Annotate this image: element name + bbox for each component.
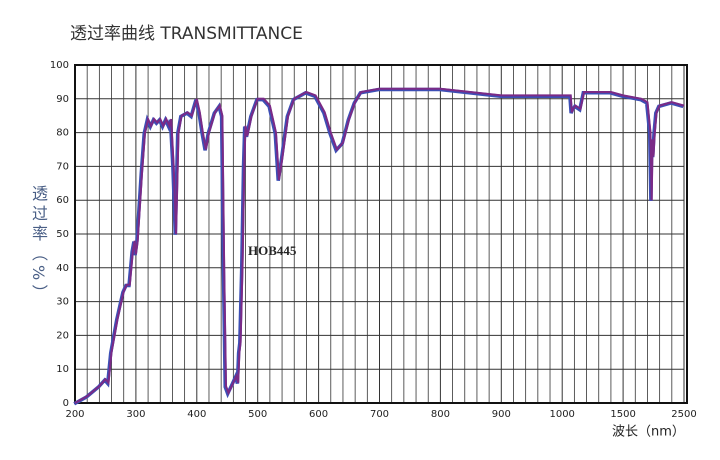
x-tick-label: 300 — [126, 409, 145, 420]
line-shadow — [73, 87, 684, 406]
x-tick-label: 800 — [431, 409, 450, 420]
y-axis-label: 透过率（%） — [29, 185, 48, 305]
x-tick-label: 900 — [492, 409, 511, 420]
x-tick-label: 400 — [187, 409, 206, 420]
y-tick-label: 90 — [56, 94, 69, 105]
y-tick-label: 10 — [56, 364, 69, 375]
y-tick-label: 40 — [56, 263, 69, 274]
line — [74, 87, 685, 404]
y-tick-label: 20 — [56, 330, 69, 341]
x-tick-label: 2500 — [671, 409, 696, 420]
x-axis-label: 波长（nm） — [612, 425, 685, 440]
y-tick-label: 100 — [50, 60, 69, 71]
y-tick-label: 60 — [56, 195, 69, 206]
x-tick-label: 1500 — [610, 409, 635, 420]
x-tick-label: 700 — [370, 409, 389, 420]
x-tick-label: 200 — [65, 409, 84, 420]
y-tick-label: 30 — [56, 297, 69, 308]
chart-title: 透过率曲线 TRANSMITTANCE — [70, 24, 303, 44]
y-tick-label: 70 — [56, 161, 69, 172]
annotation: HOB445 — [248, 243, 297, 258]
x-tick-label: 600 — [309, 409, 328, 420]
x-tick-label: 500 — [248, 409, 267, 420]
x-tick-label: 1000 — [549, 409, 574, 420]
plot-frame — [74, 64, 688, 404]
y-tick-label: 50 — [56, 229, 69, 240]
y-tick-label: 0 — [63, 398, 69, 409]
y-tick-label: 80 — [56, 128, 69, 139]
